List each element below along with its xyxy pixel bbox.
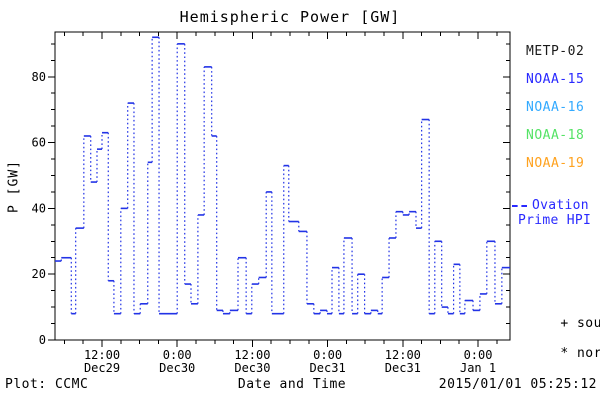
svg-text:12:00: 12:00 [234, 348, 270, 362]
legend-item-noaa19: NOAA-19 [526, 156, 585, 171]
legend-item-metp02: METP-02 [526, 44, 585, 59]
plot-timestamp: 2015/01/01 05:25:12 [438, 377, 597, 392]
svg-text:0: 0 [39, 333, 46, 347]
svg-text:60: 60 [32, 136, 46, 150]
x-axis-title: Date and Time [237, 377, 347, 392]
ovation-label-line1: Ovation [532, 198, 589, 213]
svg-text:40: 40 [32, 201, 46, 215]
svg-text:Dec31: Dec31 [385, 361, 421, 375]
legend-item-south: + south [527, 301, 600, 346]
svg-text:Dec30: Dec30 [234, 361, 270, 375]
svg-text:Dec31: Dec31 [310, 361, 346, 375]
svg-text:Dec30: Dec30 [159, 361, 195, 375]
svg-text:12:00: 12:00 [385, 348, 421, 362]
chart-title: Hemispheric Power [GW] [179, 8, 401, 26]
asterisk-marker-icon: * [560, 346, 569, 361]
svg-text:Jan 1: Jan 1 [460, 361, 496, 375]
ovation-label-line2: Prime HPI [518, 213, 592, 228]
svg-text:0:00: 0:00 [313, 348, 342, 362]
plus-marker-icon: + [560, 316, 569, 331]
south-label: south [576, 316, 600, 331]
svg-text:0:00: 0:00 [464, 348, 493, 362]
svg-text:80: 80 [32, 70, 46, 84]
svg-text:12:00: 12:00 [84, 348, 120, 362]
svg-text:20: 20 [32, 267, 46, 281]
plot-credit: Plot: CCMC [5, 377, 89, 392]
north-label: north [576, 346, 600, 361]
legend-item-noaa18: NOAA-18 [526, 128, 585, 143]
svg-text:0:00: 0:00 [163, 348, 192, 362]
legend-item-noaa16: NOAA-16 [526, 100, 585, 115]
legend-item-north: * north [527, 331, 600, 376]
svg-text:Dec29: Dec29 [84, 361, 120, 375]
legend-item-ovation-prime-hpi: Ovation Prime HPI [512, 198, 600, 228]
legend-item-noaa15: NOAA-15 [526, 72, 585, 87]
dashed-line-sample-icon [512, 204, 527, 207]
